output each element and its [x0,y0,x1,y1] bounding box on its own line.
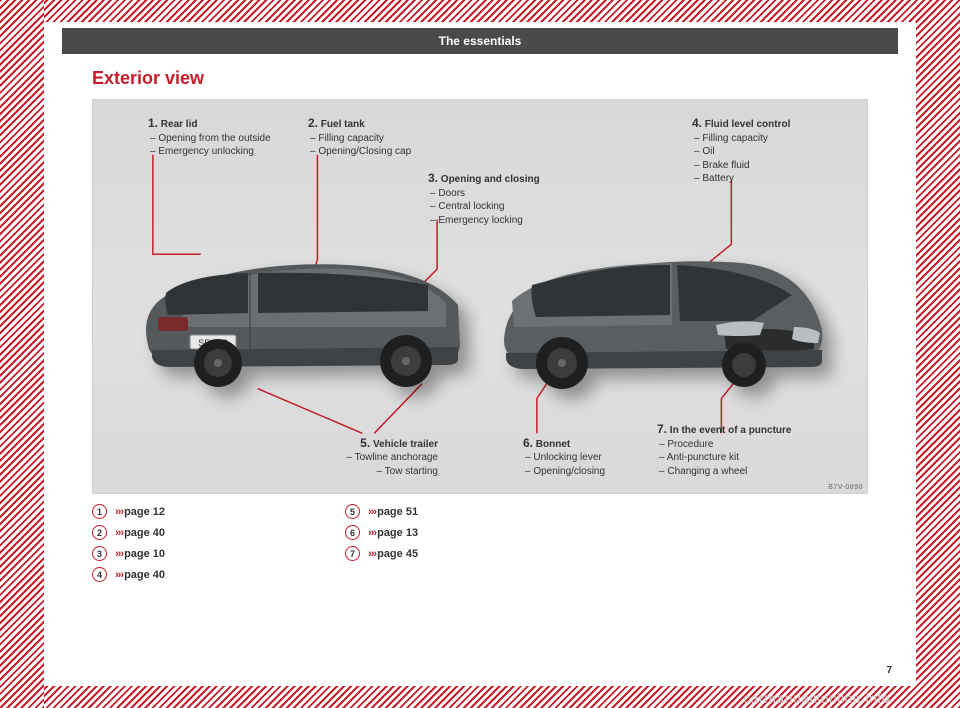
image-code: B7V-0890 [828,484,863,491]
page-content: The essentials Exterior view [62,28,898,680]
callout-6: 6. Bonnet Unlocking lever Opening/closin… [523,435,643,479]
car-front-view: SE 4 8 [492,235,832,395]
ref-item: 7 ››› page 45 [345,546,418,561]
ref-col-right: 5 ››› page 51 6 ››› page 13 7 ››› page 4… [345,504,418,582]
page-references: 1 ››› page 12 2 ››› page 40 3 ››› page 1… [92,504,868,582]
ref-item: 3 ››› page 10 [92,546,165,561]
ref-item: 4 ››› page 40 [92,567,165,582]
section-title: Exterior view [92,68,898,89]
callout-5: 5. Vehicle trailer Towline anchorage Tow… [318,435,438,479]
ref-item: 2 ››› page 40 [92,525,165,540]
ref-item: 6 ››› page 13 [345,525,418,540]
watermark: carmanualsonline.info [743,690,890,706]
exterior-diagram: SE 428 [92,99,868,494]
ref-col-left: 1 ››› page 12 2 ››› page 40 3 ››› page 1… [92,504,165,582]
callout-2: 2. Fuel tank Filling capacity Opening/Cl… [308,115,438,159]
header-bar: The essentials [62,28,898,54]
callout-4: 4. Fluid level control Filling capacity … [692,115,822,186]
car-rear-view: SE 428 [128,235,468,395]
header-title: The essentials [439,34,522,48]
ref-item: 1 ››› page 12 [92,504,165,519]
page-number: 7 [886,665,892,676]
ref-item: 5 ››› page 51 [345,504,418,519]
callout-3: 3. Opening and closing Doors Central loc… [428,170,558,227]
callout-7: 7. In the event of a puncture Procedure … [657,421,822,478]
callout-1: 1. Rear lid Opening from the outside Eme… [148,115,298,159]
